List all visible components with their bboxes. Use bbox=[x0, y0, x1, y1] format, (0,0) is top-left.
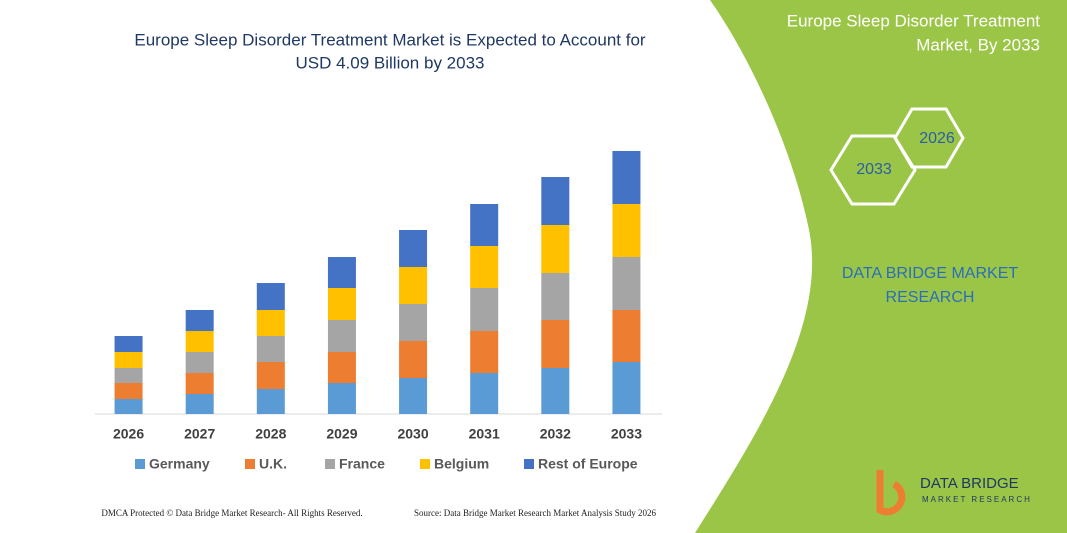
bar-segment bbox=[256, 310, 285, 336]
panel-heading: Market, By 2033 bbox=[916, 35, 1040, 54]
x-tick-label: 2029 bbox=[326, 426, 357, 442]
bar-segment bbox=[114, 383, 143, 399]
bar-segment bbox=[399, 267, 428, 304]
bar-segment bbox=[114, 352, 143, 368]
legend-swatch bbox=[245, 459, 255, 469]
bar-segment bbox=[541, 177, 570, 225]
bar-segment bbox=[541, 273, 570, 320]
hexagon-label: 2026 bbox=[919, 130, 955, 147]
bar-segment bbox=[185, 331, 214, 352]
logo-tagline: MARKET RESEARCH bbox=[922, 495, 1032, 504]
bar-segment bbox=[114, 368, 143, 383]
bar-segment bbox=[612, 362, 641, 414]
bar-segment bbox=[470, 288, 499, 331]
legend-swatch bbox=[325, 459, 335, 469]
bar-segment bbox=[114, 399, 143, 414]
bar-segment bbox=[256, 389, 285, 414]
bar-segment bbox=[541, 225, 570, 273]
logo-name: DATA BRIDGE bbox=[920, 475, 1019, 492]
bar-segment bbox=[185, 310, 214, 331]
legend-label: Rest of Europe bbox=[538, 456, 638, 472]
x-tick-label: 2026 bbox=[113, 426, 144, 442]
footer-right: Source: Data Bridge Market Research Mark… bbox=[414, 508, 656, 518]
bar-segment bbox=[470, 246, 499, 288]
bar-segment bbox=[327, 352, 356, 383]
x-tick-label: 2030 bbox=[397, 426, 428, 442]
logo-mark bbox=[876, 470, 906, 516]
bar-segment bbox=[256, 362, 285, 389]
bar-segment bbox=[541, 320, 570, 368]
legend-label: Germany bbox=[149, 456, 210, 472]
bar-segment bbox=[256, 283, 285, 310]
logo: DATA BRIDGE MARKET RESEARCH bbox=[876, 470, 1032, 516]
bar-segment bbox=[612, 310, 641, 362]
bar-segment bbox=[327, 288, 356, 320]
bar-segment bbox=[114, 336, 143, 352]
chart-title: Europe Sleep Disorder Treatment Market i… bbox=[134, 30, 646, 49]
bar-segment bbox=[256, 336, 285, 362]
bar-segment bbox=[470, 204, 499, 246]
bar-segment bbox=[327, 257, 356, 288]
bar-segment bbox=[612, 257, 641, 310]
bar-segment bbox=[470, 331, 499, 373]
bar-segment bbox=[327, 383, 356, 414]
bar-segment bbox=[399, 378, 428, 414]
bar-segment bbox=[399, 304, 428, 341]
bar-segment bbox=[612, 151, 641, 204]
footer-left: DMCA Protected © Data Bridge Market Rese… bbox=[101, 508, 362, 518]
bar-segment bbox=[399, 230, 428, 267]
legend-label: France bbox=[339, 456, 385, 472]
legend-swatch bbox=[135, 459, 145, 469]
x-tick-label: 2032 bbox=[540, 426, 571, 442]
hexagon-label: 2033 bbox=[856, 161, 892, 178]
x-tick-label: 2028 bbox=[255, 426, 286, 442]
brand-text: RESEARCH bbox=[886, 289, 975, 306]
bar-segment bbox=[327, 320, 356, 352]
bar-segment bbox=[612, 204, 641, 257]
bar-segment bbox=[541, 368, 570, 414]
legend-label: Belgium bbox=[434, 456, 489, 472]
legend-label: U.K. bbox=[259, 456, 287, 472]
bar-segment bbox=[470, 373, 499, 414]
x-tick-label: 2033 bbox=[611, 426, 642, 442]
legend-swatch bbox=[524, 459, 534, 469]
legend-swatch bbox=[420, 459, 430, 469]
bar-segment bbox=[399, 341, 428, 378]
x-tick-label: 2027 bbox=[184, 426, 215, 442]
chart-title: USD 4.09 Billion by 2033 bbox=[295, 53, 484, 72]
bar-segment bbox=[185, 394, 214, 414]
x-tick-label: 2031 bbox=[469, 426, 500, 442]
bar-segment bbox=[185, 373, 214, 394]
panel-heading: Europe Sleep Disorder Treatment bbox=[787, 11, 1041, 30]
bar-segment bbox=[185, 352, 214, 373]
brand-text: DATA BRIDGE MARKET bbox=[842, 265, 1019, 282]
hexagon bbox=[829, 134, 917, 206]
green-panel bbox=[695, 0, 1067, 533]
